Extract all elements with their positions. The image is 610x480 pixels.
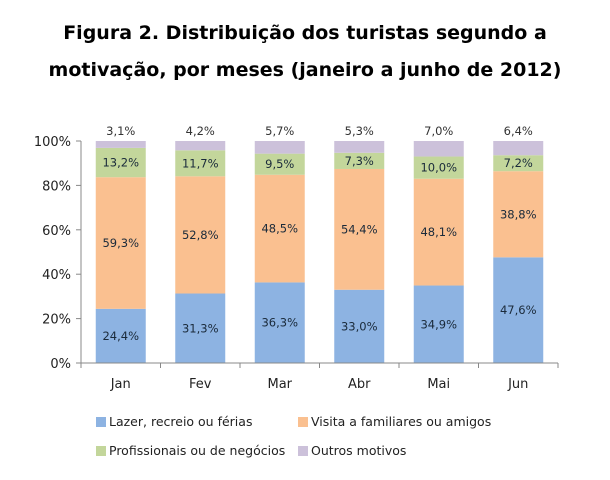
- bar-segment: [95, 141, 146, 148]
- bar-segment: [175, 150, 226, 177]
- legend-swatch: [96, 416, 106, 427]
- data-label: 34,9%: [420, 317, 457, 331]
- bar-segment: [175, 141, 226, 151]
- x-tick-label: Jun: [507, 377, 528, 392]
- legend-label: Profissionais ou de negócios: [109, 443, 286, 458]
- data-label: 24,4%: [102, 329, 139, 343]
- data-label: 52,8%: [182, 228, 219, 242]
- bar-segment: [493, 257, 544, 363]
- bar-segment: [493, 155, 544, 172]
- bar-segment: [95, 177, 146, 309]
- legend-swatch: [298, 445, 308, 456]
- bar-segment: [413, 156, 464, 179]
- y-tick-label: 20%: [42, 313, 71, 328]
- data-label: 38,8%: [500, 207, 537, 221]
- bar-segment: [254, 282, 305, 363]
- data-label: 6,4%: [504, 124, 533, 138]
- data-label: 5,7%: [265, 124, 294, 138]
- chart-title-line-1: Figura 2. Distribuição dos turistas segu…: [63, 22, 547, 44]
- y-tick-label: 100%: [34, 135, 71, 150]
- bar-segment: [254, 141, 305, 154]
- bar-segment: [334, 141, 385, 153]
- bar-segment: [493, 171, 544, 258]
- bar-segment: [493, 141, 544, 156]
- data-label: 7,3%: [345, 154, 374, 168]
- legend-swatch: [298, 416, 308, 427]
- x-tick-label: Jan: [110, 377, 131, 392]
- bar-segment: [413, 178, 464, 286]
- bar-segment: [334, 152, 385, 169]
- legend-item-lazer: Lazer, recreio ou férias: [96, 414, 252, 429]
- bar-segment: [413, 285, 464, 363]
- data-label: 7,2%: [504, 156, 533, 170]
- bar-segment: [334, 289, 385, 363]
- data-label: 7,0%: [424, 124, 453, 138]
- data-label: 48,5%: [261, 222, 298, 236]
- bar-segment: [95, 308, 146, 363]
- bar-segment: [334, 168, 385, 290]
- data-label: 47,6%: [500, 303, 537, 317]
- data-label: 3,1%: [106, 124, 135, 138]
- bar-segment: [254, 153, 305, 175]
- legend-item-visita: Visita a familiares ou amigos: [298, 414, 491, 429]
- data-label: 9,5%: [265, 157, 294, 171]
- data-label: 59,3%: [102, 236, 139, 250]
- data-label: 36,3%: [261, 316, 298, 330]
- data-label: 10,0%: [420, 161, 457, 175]
- bar-segment: [413, 141, 464, 157]
- bar-segment: [95, 147, 146, 178]
- y-tick-label: 0%: [50, 357, 71, 372]
- x-tick-label: Fev: [189, 377, 212, 392]
- data-label: 11,7%: [182, 156, 219, 170]
- y-tick-label: 80%: [42, 179, 71, 194]
- y-tick-label: 60%: [42, 224, 71, 239]
- legend-label: Visita a familiares ou amigos: [311, 414, 492, 429]
- x-tick-label: Mai: [427, 377, 450, 392]
- legend-item-outros: Outros motivos: [298, 443, 406, 458]
- data-label: 54,4%: [341, 222, 378, 236]
- bar-segment: [175, 293, 226, 363]
- legend-label: Outros motivos: [311, 443, 407, 458]
- data-label: 31,3%: [182, 321, 219, 335]
- data-label: 33,0%: [341, 319, 378, 333]
- legend-swatch: [96, 445, 106, 456]
- legend-label: Lazer, recreio ou férias: [109, 414, 253, 429]
- data-label: 13,2%: [102, 156, 139, 170]
- data-label: 4,2%: [186, 124, 215, 138]
- x-tick-label: Mar: [267, 377, 292, 392]
- chart-title-line-2: motivação, por meses (janeiro a junho de…: [48, 59, 562, 81]
- x-tick-label: Abr: [348, 377, 371, 392]
- bar-segment: [254, 174, 305, 283]
- data-label: 5,3%: [345, 124, 374, 138]
- legend-item-profissionais: Profissionais ou de negócios: [96, 443, 285, 458]
- data-label: 48,1%: [420, 225, 457, 239]
- y-tick-label: 40%: [42, 268, 71, 283]
- bar-segment: [175, 176, 226, 294]
